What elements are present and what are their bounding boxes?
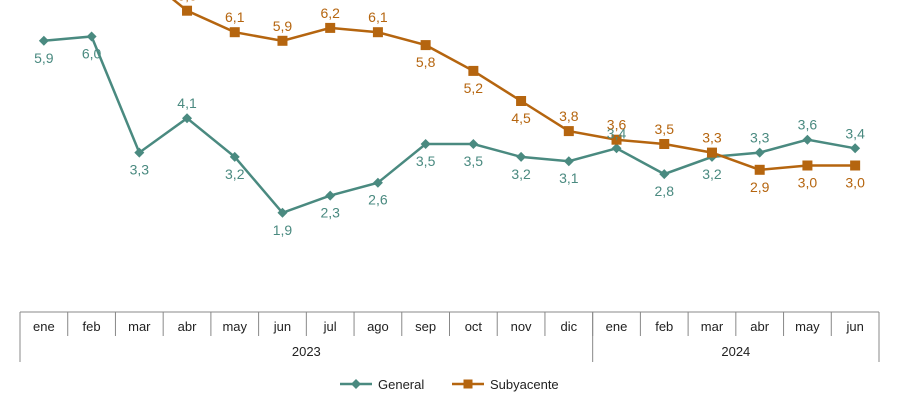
x-tick-label: feb [655, 319, 673, 334]
data-point [754, 147, 765, 158]
data-label: 2,8 [655, 183, 675, 199]
data-label: 6,1 [225, 9, 245, 25]
x-tick-label: ago [367, 319, 389, 334]
x-tick-label: oct [465, 319, 483, 334]
series-line-subyacente [171, 0, 856, 172]
year-label: 2024 [721, 344, 750, 359]
data-point [372, 27, 383, 38]
data-label: 3,1 [559, 170, 579, 186]
data-point [229, 151, 240, 162]
data-label: 5,2 [464, 80, 484, 96]
data-point [468, 65, 479, 76]
data-point [611, 134, 622, 145]
data-label: 3,3 [702, 130, 722, 146]
data-labels: 5,9 6,0 3,3 4,1 3,2 1,9 2,3 2,6 3,5 3,5 3,2 3,1 3,4 2… [34, 0, 865, 238]
data-point [850, 160, 861, 171]
data-label: 2,9 [750, 179, 770, 195]
data-label: 3,0 [798, 175, 818, 191]
legend-label: General [378, 377, 424, 392]
data-point [182, 113, 193, 124]
data-label: 6,0 [82, 46, 102, 62]
x-tick-label: abr [750, 319, 769, 334]
legend-label: Subyacente [490, 377, 559, 392]
data-label: 5,8 [416, 54, 436, 70]
data-point [372, 177, 383, 188]
data-label: 6,1 [368, 9, 388, 25]
data-label: 3,5 [655, 121, 675, 137]
data-point [277, 35, 288, 46]
data-label: 3,6 [798, 117, 818, 133]
data-point [468, 139, 479, 149]
legend-marker [463, 379, 473, 389]
data-label: 3,2 [225, 166, 245, 182]
x-tick-label: abr [178, 319, 197, 334]
data-point [277, 207, 288, 218]
data-label: 3,4 [845, 125, 865, 141]
data-point [563, 126, 574, 137]
x-tick-label: sep [415, 319, 436, 334]
data-point [850, 143, 861, 154]
x-tick-label: jun [273, 319, 291, 334]
series-line-general [43, 35, 856, 215]
x-tick-label: dic [560, 319, 577, 334]
data-point [754, 164, 765, 175]
data-point [802, 134, 813, 145]
data-label: 3,3 [750, 130, 770, 146]
data-label: 3,8 [559, 108, 579, 124]
data-label: 3,5 [464, 153, 484, 169]
data-point [516, 96, 527, 106]
data-point [420, 40, 431, 51]
legend-marker [351, 379, 361, 389]
data-label: 5,9 [273, 18, 293, 34]
plot-area [38, 0, 861, 218]
x-tick-label: jun [845, 319, 863, 334]
data-point [86, 31, 97, 42]
x-axis: ene feb mar abr may jun jul ago sep oct nov dic ene f… [19, 311, 880, 362]
x-tick-label: may [222, 319, 247, 334]
year-label: 2023 [292, 344, 321, 359]
data-label: 4,1 [177, 95, 197, 111]
x-tick-label: nov [511, 319, 532, 334]
data-point [134, 147, 145, 158]
data-point [38, 35, 49, 46]
data-label: 3,5 [416, 153, 436, 169]
data-label: 3,0 [845, 175, 865, 191]
x-tick-label: jul [323, 319, 337, 334]
data-point [802, 160, 813, 171]
data-label: 3,4 [607, 125, 627, 141]
data-label: 6,6 [177, 0, 197, 4]
data-point [325, 190, 336, 201]
data-label: 3,6 [607, 117, 627, 133]
data-point [563, 156, 574, 167]
legend: General Subyacente [340, 377, 559, 392]
x-tick-label: ene [33, 319, 55, 334]
data-label: 2,6 [368, 192, 388, 208]
x-tick-label: ene [606, 319, 628, 334]
data-point [325, 22, 336, 33]
data-label: 5,9 [34, 50, 54, 66]
data-label: 3,2 [702, 166, 722, 182]
data-point [659, 139, 670, 149]
data-point [516, 151, 527, 162]
data-label: 1,9 [273, 222, 293, 238]
data-label: 3,2 [511, 166, 531, 182]
data-point [420, 139, 431, 149]
data-point [706, 147, 717, 158]
x-tick-label: may [795, 319, 820, 334]
x-tick-label: mar [128, 319, 151, 334]
x-tick-label: mar [701, 319, 724, 334]
data-point [611, 143, 622, 154]
data-label: 2,3 [320, 205, 340, 221]
data-point [182, 5, 193, 16]
data-label: 4,5 [511, 110, 531, 126]
data-label: 3,3 [130, 162, 150, 178]
data-point [659, 169, 670, 180]
data-label: 6,2 [320, 5, 340, 21]
data-point [229, 27, 240, 38]
x-tick-label: feb [83, 319, 101, 334]
